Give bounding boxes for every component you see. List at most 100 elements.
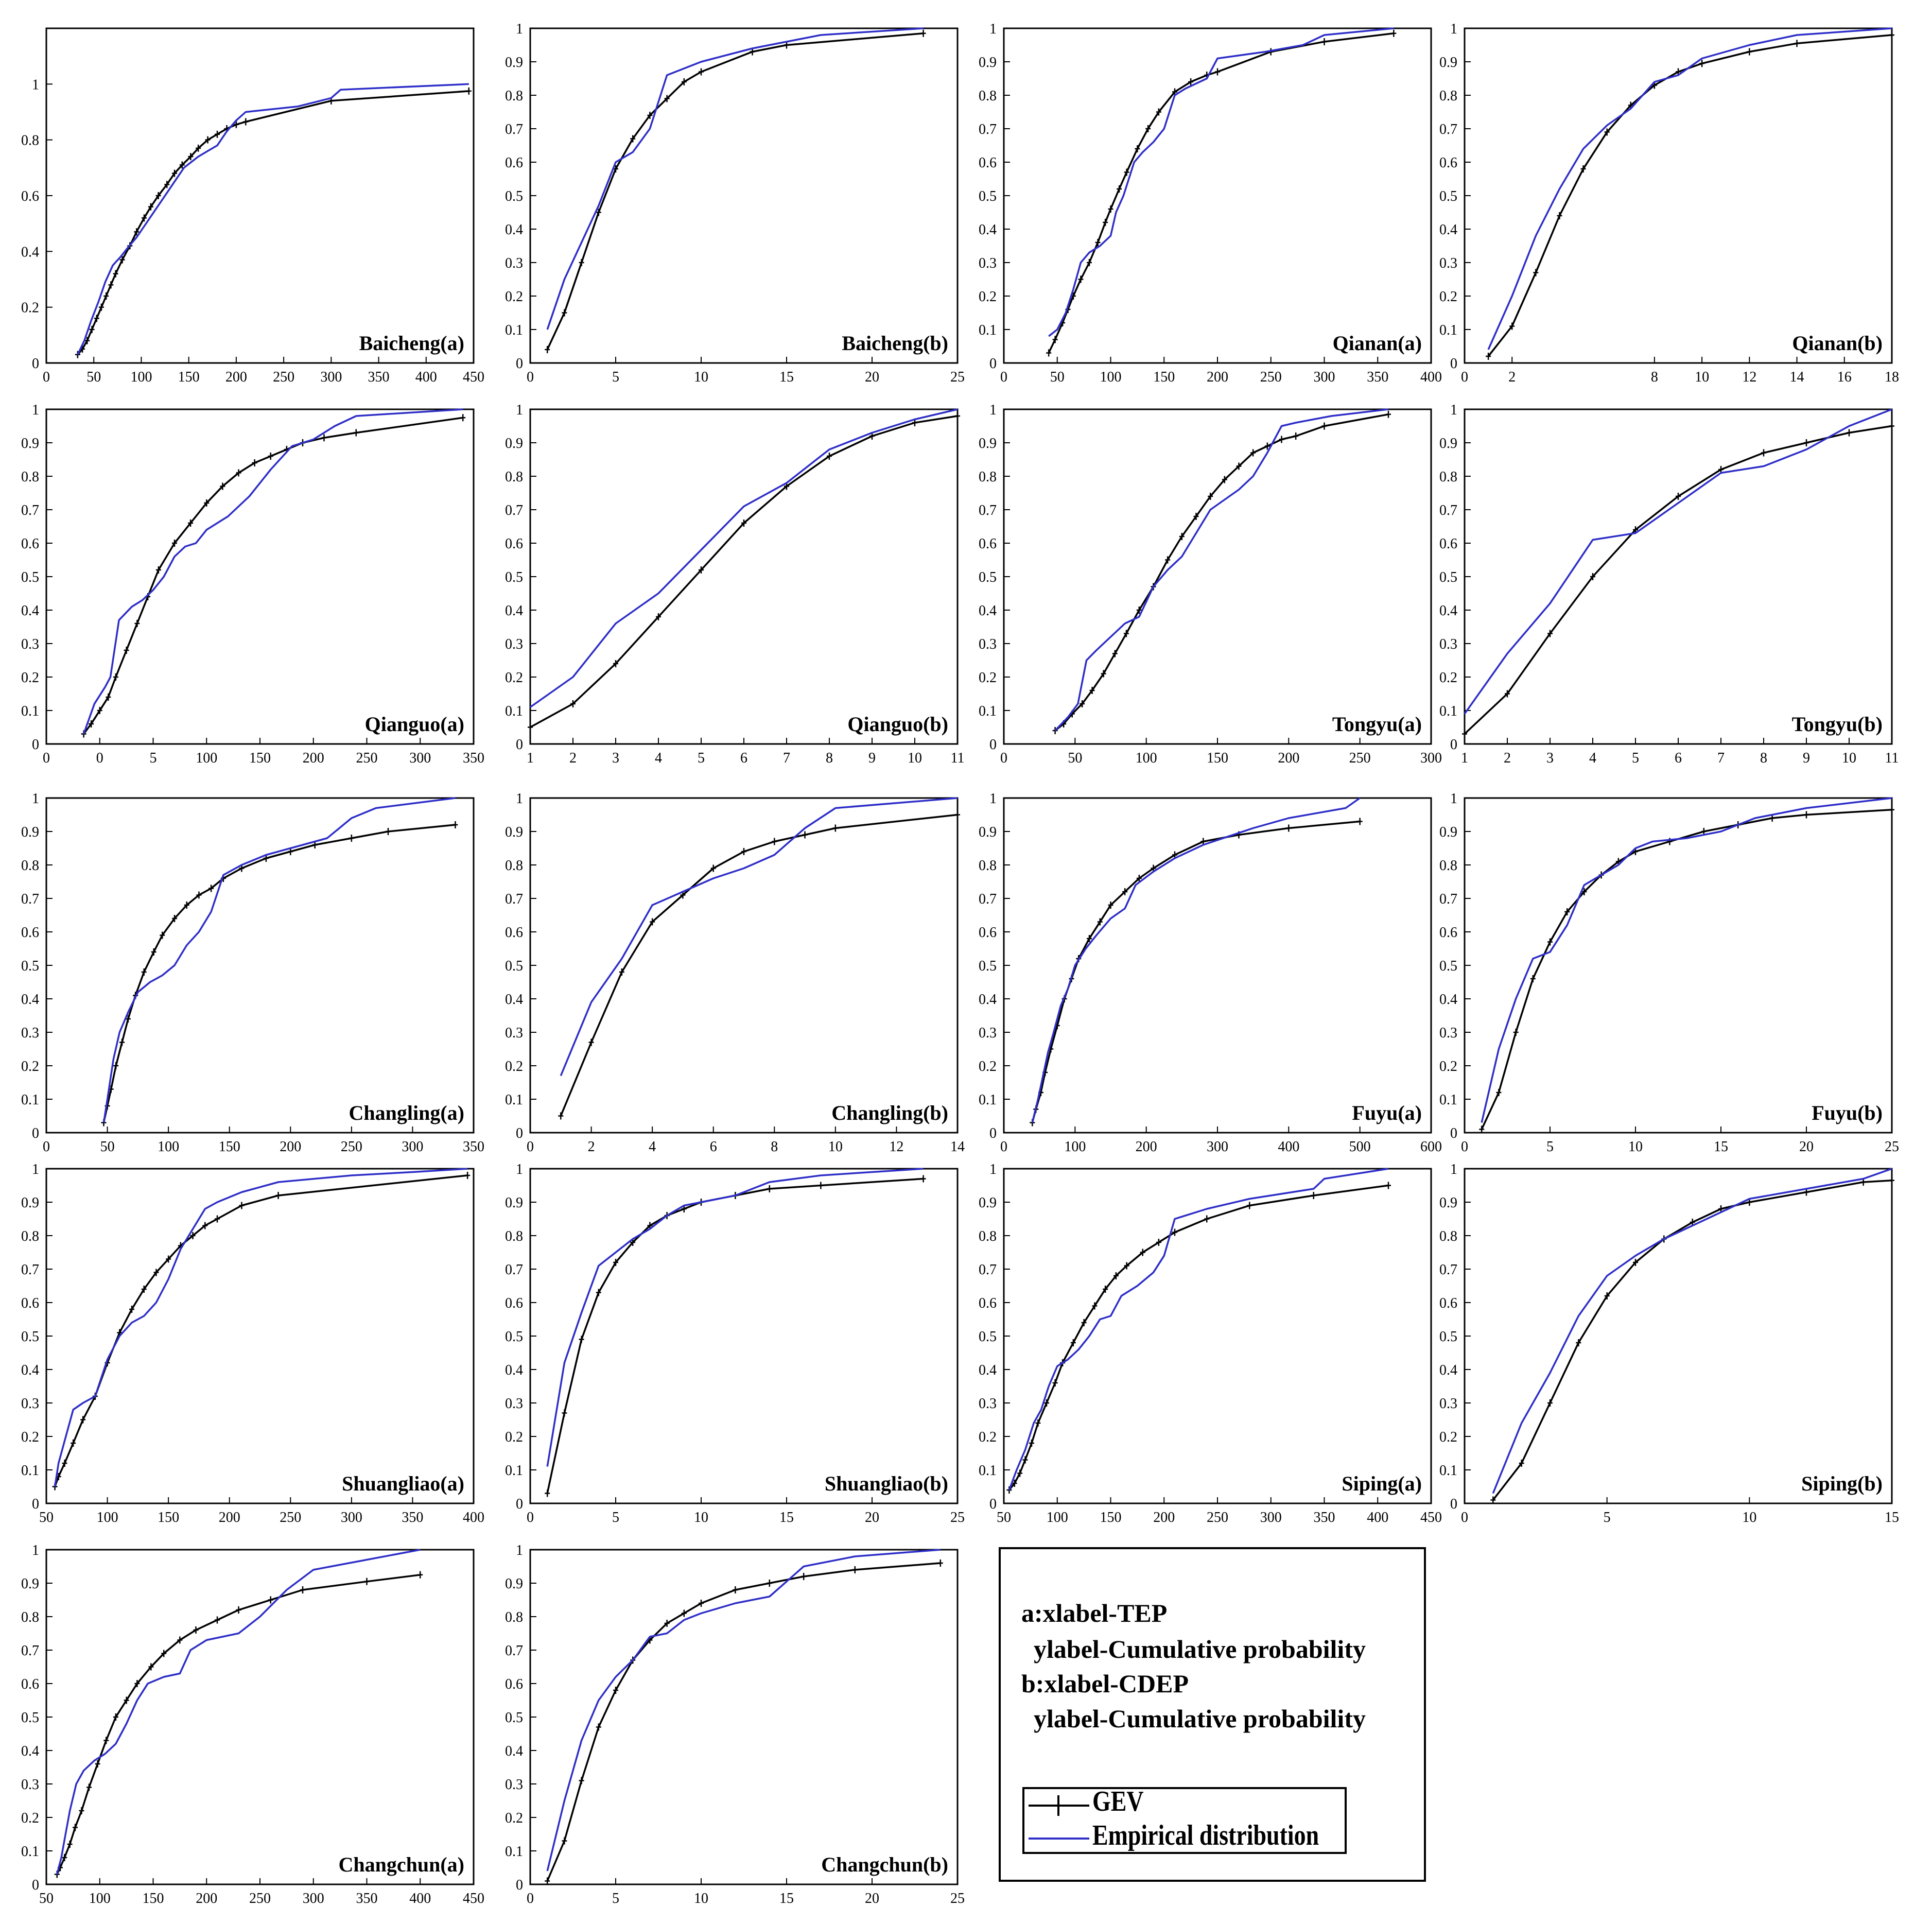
- gev-point-marker: [656, 613, 661, 620]
- gev-point-marker: [596, 1723, 601, 1731]
- gev-point-marker: [129, 1306, 134, 1313]
- gev-point-marker: [1547, 1399, 1553, 1407]
- panel-title: Tongyu(b): [1792, 713, 1883, 736]
- gev-point-marker: [1117, 185, 1122, 193]
- y-tick-label: 0.7: [979, 122, 997, 137]
- panel-baicheng-a: 0 0.2 0.4 0.6 0.8 1 0 50 100 150 200 250 300 350 400 45…: [21, 27, 484, 385]
- panel-qianan-a: 0 0.1 0.2 0.3 0.4 0.5 0.6 0.7 0.8 0.9 1 0 50 100 150 20…: [979, 21, 1442, 385]
- y-tick-label: 0.3: [505, 1025, 523, 1041]
- x-tick-label: 4: [1589, 750, 1596, 766]
- gev-point-marker: [1564, 908, 1570, 915]
- gev-point-marker: [466, 87, 472, 95]
- y-tick-label: 0.2: [505, 670, 523, 686]
- gev-point-marker: [647, 112, 653, 119]
- y-tick-label: 0.3: [979, 636, 997, 652]
- x-tick-label: 250: [1260, 369, 1282, 385]
- y-tick-label: 0.1: [505, 1844, 523, 1860]
- y-tick-label: 0.1: [21, 1092, 39, 1108]
- y-tick-label: 0.8: [979, 88, 997, 104]
- x-tick-label: 350: [1367, 369, 1388, 385]
- empirical-series-line: [560, 797, 958, 1077]
- gev-point-marker: [767, 1580, 772, 1587]
- gev-point-marker: [364, 1578, 370, 1585]
- empirical-series-line: [56, 1549, 421, 1875]
- gev-point-marker: [1097, 918, 1103, 926]
- gev-point-marker: [818, 1182, 824, 1189]
- y-tick-label: 0.8: [505, 88, 523, 104]
- y-tick-label: 0.4: [1439, 1362, 1457, 1378]
- x-tick-label: 450: [463, 1891, 484, 1906]
- x-tick-label: 5: [612, 1510, 619, 1526]
- gev-point-marker: [832, 824, 838, 832]
- y-tick-label: 0.4: [505, 1743, 523, 1759]
- x-tick-label: 12: [889, 1139, 903, 1155]
- y-tick-label: 0.6: [1439, 1295, 1457, 1311]
- x-tick-label: 20: [865, 369, 879, 385]
- x-tick-label: 6: [1675, 750, 1682, 766]
- gev-point-marker: [1321, 422, 1327, 430]
- x-tick-label: 5: [150, 750, 157, 766]
- y-tick-label: 0.1: [505, 322, 523, 338]
- gev-point-marker: [1017, 1469, 1023, 1477]
- y-tick-label: 0.8: [1439, 469, 1457, 485]
- gev-point-marker: [558, 1112, 564, 1120]
- y-tick-label: 0.3: [21, 636, 39, 652]
- panel-fuyu-b: 00.10.20.30.40.50.60.70.80.910 5 10 15 20 25F…: [1439, 791, 1899, 1155]
- x-tick-label: 200: [1136, 1139, 1157, 1155]
- gev-point-marker: [562, 309, 567, 317]
- gev-point-marker: [196, 144, 201, 152]
- y-tick-label: 0: [989, 356, 997, 372]
- gev-point-marker: [84, 337, 90, 344]
- y-tick-label: 0.7: [505, 1643, 523, 1659]
- gev-point-marker: [545, 1489, 550, 1497]
- gev-point-marker: [124, 1696, 129, 1704]
- x-tick-label: 4: [649, 1139, 656, 1155]
- gev-point-marker: [205, 136, 211, 144]
- x-tick-label: 50: [86, 369, 101, 385]
- gev-series-line: [54, 1174, 468, 1487]
- x-tick-label: 100: [1100, 369, 1122, 385]
- y-tick-label: 0.4: [1439, 603, 1457, 619]
- y-tick-label: 0.2: [505, 1810, 523, 1826]
- gev-point-marker: [184, 902, 189, 909]
- plot-frame: [1464, 1168, 1893, 1504]
- gev-point-marker: [733, 1586, 738, 1593]
- x-tick-label: 0: [1000, 369, 1007, 385]
- gev-point-marker: [699, 1600, 704, 1607]
- y-tick-label: 0.5: [21, 1710, 39, 1726]
- x-tick-label: 9: [868, 750, 876, 766]
- panel-title: Qianguo(a): [365, 713, 464, 736]
- gev-series-line: [83, 417, 463, 735]
- gev-point-marker: [243, 118, 249, 126]
- y-tick-label: 0.5: [505, 188, 523, 204]
- y-tick-label: 1: [1450, 1162, 1457, 1177]
- y-tick-label: 0: [516, 1125, 523, 1141]
- x-tick-label: 300: [402, 1139, 423, 1155]
- x-tick-label: 0: [1000, 1139, 1007, 1155]
- gev-point-marker: [1165, 556, 1171, 564]
- gev-point-marker: [193, 1626, 199, 1634]
- x-tick-label: 9: [1803, 750, 1810, 766]
- empirical-series-line: [1054, 408, 1389, 732]
- x-tick-label: 12: [1742, 369, 1756, 385]
- plot-frame: [1464, 797, 1893, 1134]
- y-tick-label: 0: [516, 356, 523, 372]
- gev-point-marker: [1496, 1089, 1502, 1096]
- gev-point-marker: [710, 864, 716, 872]
- y-tick-label: 0.8: [979, 469, 997, 485]
- x-tick-label: 600: [1420, 1139, 1442, 1155]
- gev-point-marker: [1044, 1399, 1049, 1407]
- x-tick-label: 5: [1632, 750, 1639, 766]
- gev-point-marker: [268, 453, 273, 460]
- gev-series-line: [560, 813, 958, 1117]
- x-tick-label: 0: [527, 369, 534, 385]
- gev-point-marker: [215, 1215, 220, 1223]
- panel-title: Fuyu(b): [1812, 1101, 1883, 1124]
- x-tick-label: 250: [341, 1139, 362, 1155]
- x-tick-label: 250: [280, 1510, 301, 1526]
- gev-point-marker: [89, 326, 95, 333]
- y-tick-label: 0.6: [979, 536, 997, 552]
- y-tick-label: 0.2: [21, 1810, 39, 1826]
- y-tick-label: 0.9: [1439, 1195, 1457, 1211]
- gev-point-marker: [619, 968, 624, 976]
